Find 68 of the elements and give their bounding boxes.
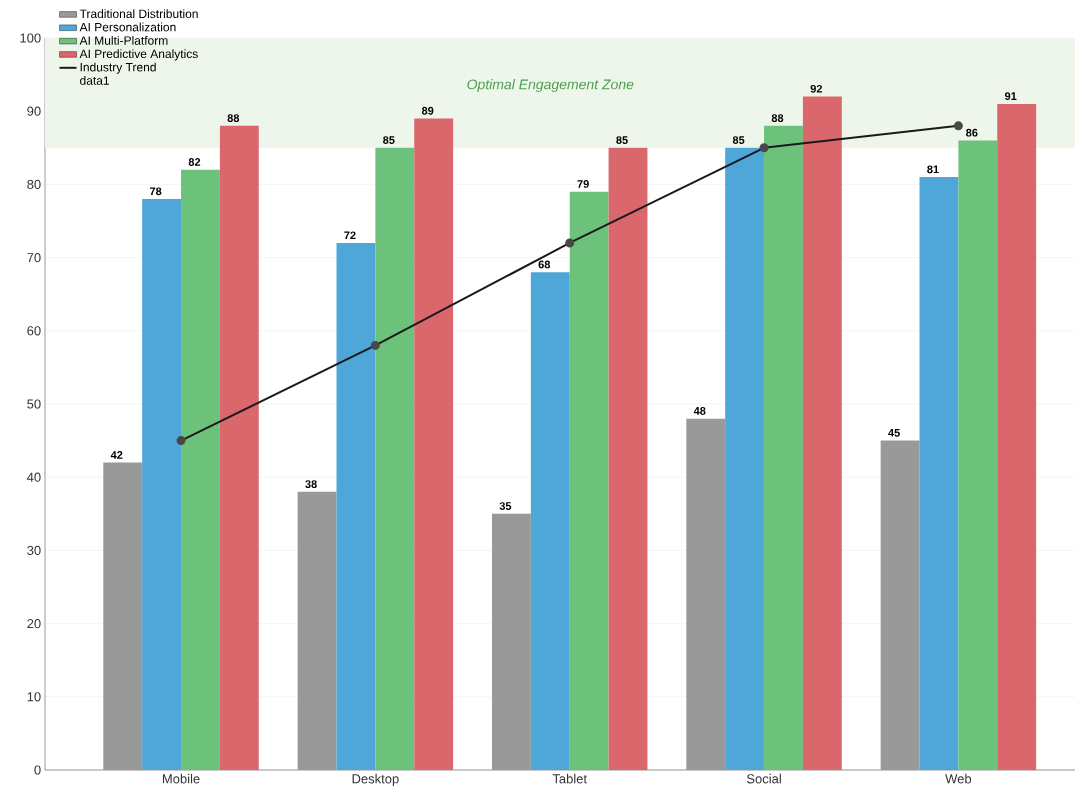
x-tick-label: Social — [746, 773, 781, 784]
legend-label: Traditional Distribution — [79, 9, 198, 19]
data-label: 85 — [383, 136, 395, 144]
data-label: 35 — [499, 502, 512, 510]
legend-label: Industry Trend — [80, 62, 156, 74]
data-label: 85 — [616, 136, 628, 144]
legend-label: AI Predictive Analytics — [79, 49, 198, 61]
bar — [880, 440, 920, 770]
data-label: 79 — [577, 180, 589, 188]
data-label: 81 — [927, 165, 939, 174]
data-label: 85 — [732, 136, 745, 144]
data-label: 78 — [149, 187, 162, 196]
y-tick-label: 90 — [27, 106, 41, 116]
point — [565, 238, 575, 248]
point — [176, 436, 186, 446]
data-label: 91 — [1004, 92, 1017, 101]
bar — [181, 169, 220, 770]
bar — [608, 147, 648, 770]
x-tick-label: Desktop — [352, 773, 399, 786]
bar — [958, 140, 998, 770]
bar — [997, 103, 1037, 770]
data-label: 45 — [888, 429, 900, 437]
data-label: 88 — [771, 114, 784, 122]
bar — [103, 462, 143, 770]
band-label: Optimal Engagement Zone — [467, 79, 634, 93]
y-tick-label: 60 — [27, 326, 41, 336]
data-label: 42 — [110, 451, 123, 459]
bar — [764, 125, 803, 770]
data-label: 82 — [188, 158, 201, 166]
y-tick-label: 20 — [27, 618, 41, 629]
legend-label: AI Multi-Platform — [79, 35, 168, 45]
bar — [414, 118, 454, 770]
data-label: 86 — [966, 128, 978, 137]
data-label: 68 — [538, 260, 551, 269]
data-label: 38 — [305, 480, 317, 488]
y-tick-label: 10 — [27, 692, 41, 702]
bar — [725, 147, 765, 770]
data-label: 72 — [344, 231, 356, 240]
data-label: 88 — [227, 114, 240, 122]
y-tick-label: 70 — [27, 252, 41, 263]
point — [759, 143, 769, 153]
bar — [569, 191, 609, 770]
x-tick-label: Mobile — [162, 773, 200, 784]
data-label: 48 — [693, 406, 706, 415]
point — [370, 340, 380, 350]
data-label: 89 — [421, 106, 434, 115]
x-tick-label: Web — [945, 773, 972, 784]
data-label: 92 — [810, 84, 823, 93]
x-tick-label: Tablet — [552, 773, 587, 784]
bar — [297, 491, 337, 770]
bar — [219, 125, 259, 770]
bar — [491, 513, 531, 770]
bar — [919, 177, 959, 770]
point — [953, 121, 963, 131]
y-tick-label: 50 — [27, 399, 41, 409]
bar — [530, 272, 570, 770]
bar — [336, 242, 376, 770]
y-tick-label: 40 — [26, 472, 41, 482]
y-tick-label: 30 — [27, 545, 41, 555]
bar — [142, 199, 182, 770]
bar — [375, 147, 415, 770]
annotation: data1 — [80, 75, 110, 85]
legend-label: AI Personalization — [79, 22, 176, 32]
bar — [802, 96, 842, 770]
y-tick-label: 80 — [27, 179, 41, 189]
bar — [686, 418, 726, 770]
y-tick-label: 100 — [20, 33, 41, 43]
y-tick-label: 0 — [34, 765, 41, 775]
